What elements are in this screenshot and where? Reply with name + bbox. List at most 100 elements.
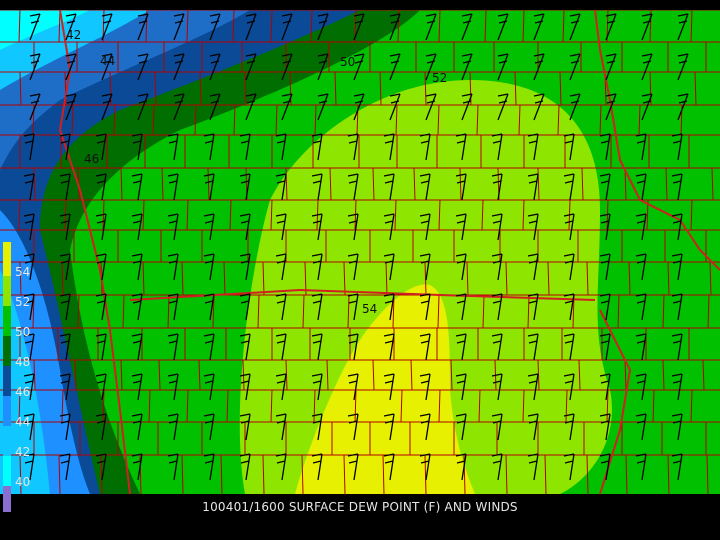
wind-barb [383,453,395,481]
wind-barb [455,333,467,361]
wind-barb [167,413,179,441]
county-line [665,167,668,201]
county-line [285,167,288,201]
wind-barb [173,53,185,81]
wind-barb [527,213,539,241]
wind-barb [347,453,359,481]
county-line [424,261,427,296]
county-line [289,71,292,106]
county-line [226,389,229,423]
wind-barb [137,53,149,81]
wind-barb [461,53,473,81]
band-dark-green [0,10,420,494]
county-line [229,199,232,231]
legend-swatch-bottom [3,486,11,512]
wind-barb [383,373,395,401]
wind-barb [23,173,35,201]
county-line [71,104,74,136]
wind-barb [101,13,113,41]
county-line [102,389,105,423]
wind-barb [95,453,107,481]
county-boundaries [0,10,720,494]
county-line [522,199,525,231]
wind-barb [245,53,257,81]
legend-swatch-50 [3,306,11,336]
county-line [505,454,508,494]
wind-barb [527,293,539,321]
wind-barb [353,93,365,121]
wind-barb [641,53,653,81]
county-line [19,454,22,494]
wind-barb [239,253,251,281]
county-line [120,167,123,201]
county-line [514,71,517,106]
legend-swatch-48 [3,336,11,366]
wind-barb [167,453,179,481]
wind-barb [29,13,41,41]
county-line [262,454,265,494]
wind-barb [275,173,287,201]
county-line [482,294,485,329]
county-line [711,167,714,201]
wind-barb [419,413,431,441]
wind-barb [347,133,359,161]
dew-point-map: 42 44 46 50 52 54 [0,10,720,494]
wind-barb [491,333,503,361]
wind-barb [635,213,647,241]
legend-swatch-42 [3,426,11,456]
wind-barb [101,93,113,121]
wind-barb [311,453,323,481]
county-line [438,199,441,231]
county-line [113,104,116,136]
county-line [450,359,453,391]
wind-barb [95,133,107,161]
wind-barb [131,373,143,401]
wind-barb [203,293,215,321]
wind-barb [635,333,647,361]
wind-barb [641,13,653,41]
band-42-cyan [0,10,90,50]
wind-barb [281,53,293,81]
wind-barb [455,173,467,201]
wind-barb [671,133,683,161]
wind-barb [599,133,611,161]
county-line [18,10,21,43]
wind-barb [203,373,215,401]
wind-barb [347,333,359,361]
wind-barb [311,133,323,161]
wind-barb [65,13,77,41]
wind-barb [203,213,215,241]
wind-barb [563,213,575,241]
wind-barb [239,133,251,161]
county-line [478,389,481,423]
wind-barb [671,373,683,401]
county-line [394,199,397,231]
wind-barb [383,173,395,201]
county-line [186,199,189,231]
wind-barb [461,93,473,121]
wind-barb [245,13,257,41]
county-line [413,167,416,201]
wind-barb [95,213,107,241]
wind-barb [311,373,323,401]
county-line [624,167,627,201]
wind-barb [605,53,617,81]
wind-barb [671,173,683,201]
wind-barb [311,333,323,361]
wind-barb [353,53,365,81]
wind-barb [527,173,539,201]
wind-barb [569,13,581,41]
wind-barb [347,173,359,201]
county-line [562,10,565,43]
county-line [270,389,273,423]
county-line [709,261,712,296]
wind-barb [275,453,287,481]
county-line [354,389,357,423]
wind-barb [209,13,221,41]
county-line [74,359,77,391]
wind-barb [131,173,143,201]
wind-barb [29,53,41,81]
wind-barb [455,413,467,441]
wind-barb [239,213,251,241]
wind-barb [275,133,287,161]
